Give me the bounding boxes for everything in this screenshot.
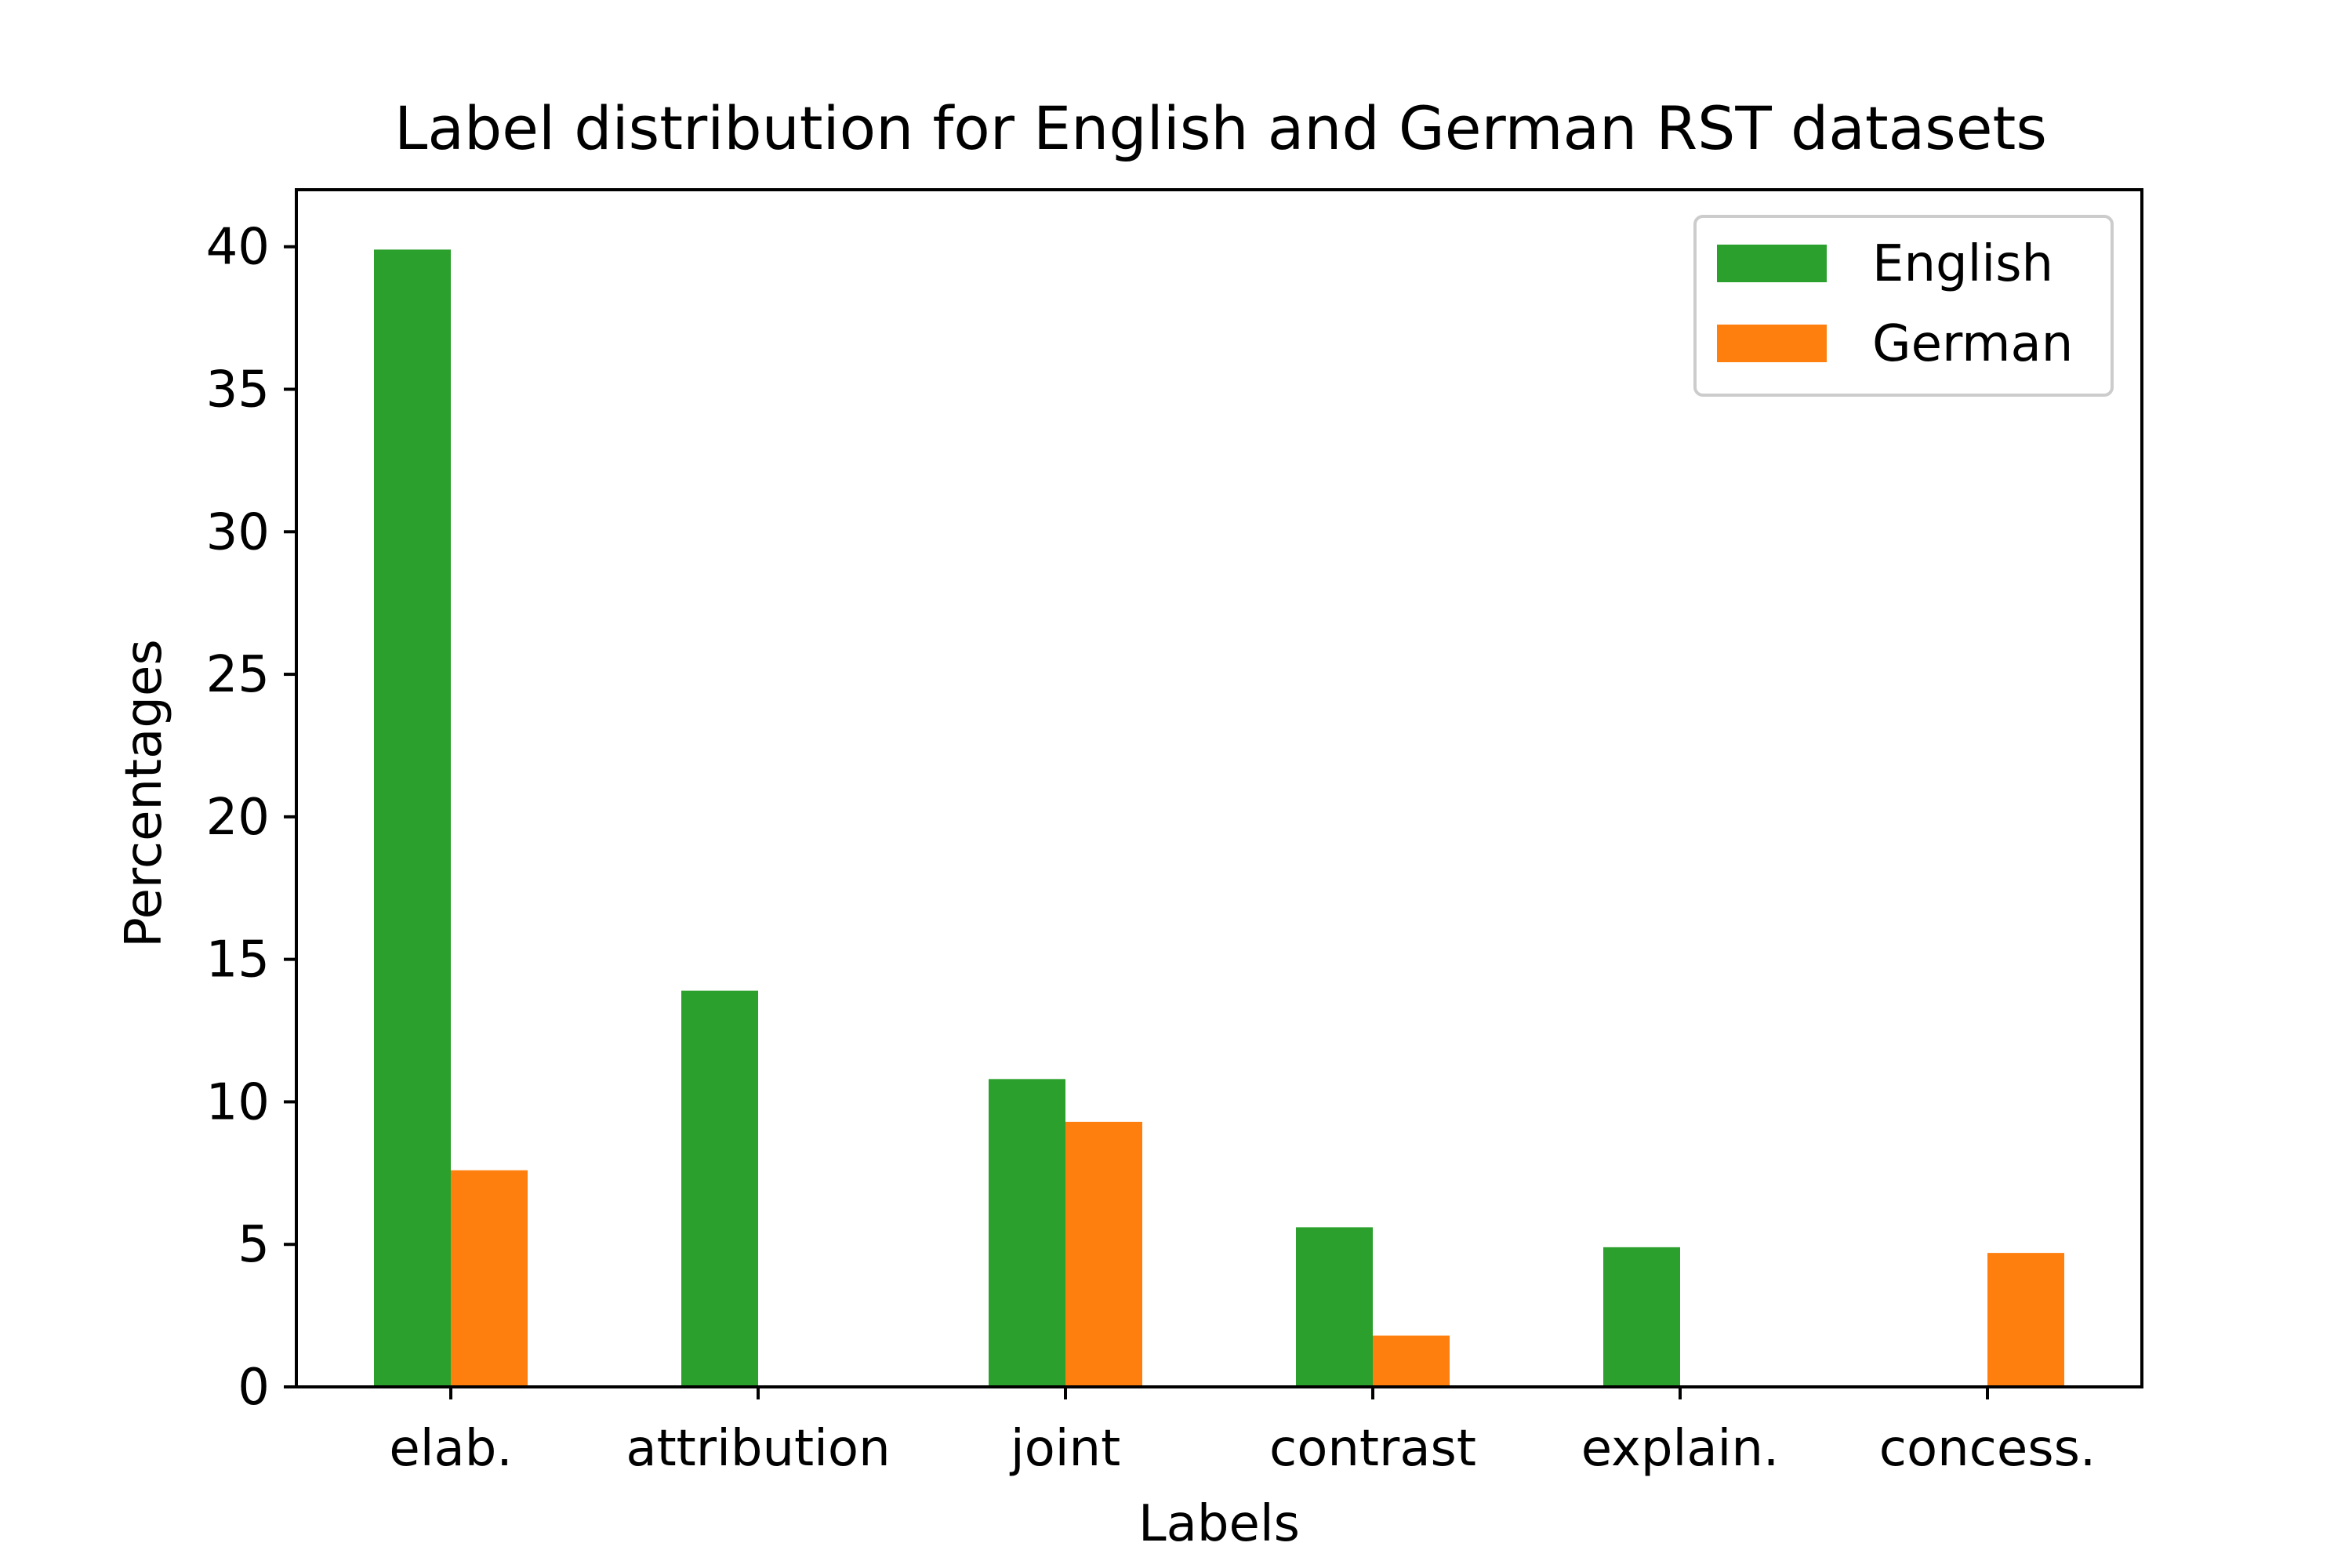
x-tick-label: concess.: [1879, 1420, 2096, 1478]
bars-group: [374, 249, 2064, 1388]
bar-english-2: [989, 1079, 1065, 1387]
x-axis-ticks: elab. attribution joint contrast explain. con…: [389, 1387, 2096, 1478]
y-tick-label: 15: [206, 931, 270, 989]
y-tick-label: 40: [206, 219, 270, 277]
x-tick-label: explain.: [1581, 1420, 1779, 1478]
legend-swatch-english: [1717, 245, 1827, 282]
legend-label-german: German: [1872, 315, 2073, 373]
y-tick-label: 20: [206, 789, 270, 847]
x-tick-label: elab.: [389, 1420, 512, 1478]
plot-frame: [295, 188, 2143, 1388]
y-axis-label: Percentages: [115, 639, 173, 947]
y-tick-label: 10: [206, 1073, 270, 1131]
y-tick-label: 25: [206, 646, 270, 704]
y-tick-label: 30: [206, 503, 270, 561]
y-tick-label: 5: [238, 1216, 270, 1274]
x-tick-label: attribution: [626, 1420, 890, 1478]
bar-german-3: [1373, 1335, 1450, 1387]
x-tick-label: joint: [1009, 1420, 1120, 1478]
bar-english-0: [374, 249, 451, 1388]
legend-swatch-german: [1717, 325, 1827, 362]
bar-english-3: [1296, 1227, 1373, 1387]
y-axis-ticks: 0 5 10 15 20 25 30 35 40: [206, 219, 296, 1417]
chart-title: Label distribution for English and Germa…: [394, 93, 2047, 163]
bar-english-4: [1603, 1247, 1680, 1387]
y-tick-label: 0: [238, 1359, 270, 1417]
x-axis-label: Labels: [1138, 1495, 1300, 1553]
y-tick-label: 35: [206, 361, 270, 419]
bar-german-5: [1987, 1253, 2064, 1387]
bar-german-2: [1065, 1121, 1142, 1387]
legend: English German: [1693, 215, 2114, 397]
legend-label-english: English: [1872, 235, 2053, 293]
bar-english-1: [681, 990, 758, 1387]
x-tick-label: contrast: [1269, 1420, 1476, 1478]
bar-german-0: [451, 1170, 528, 1387]
